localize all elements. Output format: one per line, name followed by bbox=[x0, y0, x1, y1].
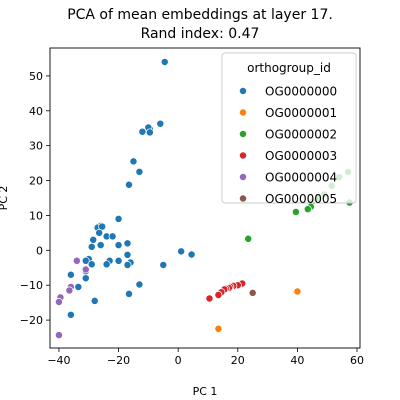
y-axis-label: PC 2 bbox=[0, 186, 10, 211]
point-og0000002-10 bbox=[244, 234, 253, 243]
point-og0000000-5 bbox=[138, 127, 147, 136]
point-og0000000-24 bbox=[114, 256, 123, 265]
legend-label-og0000002: OG0000002 bbox=[265, 128, 337, 142]
point-og0000000-36 bbox=[125, 289, 133, 298]
legend-label-og0000001: OG0000001 bbox=[265, 106, 337, 120]
x-tick-label: −40 bbox=[47, 354, 70, 367]
x-tick-label: 40 bbox=[290, 354, 304, 367]
point-og0000000-8 bbox=[125, 180, 133, 189]
x-tick-label: 0 bbox=[175, 354, 182, 367]
y-tick-label: 40 bbox=[29, 105, 43, 118]
point-og0000000-9 bbox=[114, 214, 123, 223]
legend-label-og0000000: OG0000000 bbox=[265, 85, 337, 99]
point-og0000003-8 bbox=[214, 291, 223, 299]
x-tick-label: 20 bbox=[231, 354, 245, 367]
legend-marker-og0000004 bbox=[239, 173, 247, 181]
point-og0000004-0 bbox=[72, 256, 81, 265]
legend-marker-og0000005 bbox=[239, 194, 247, 203]
point-og0000002-7 bbox=[303, 205, 312, 214]
point-og0000000-7 bbox=[135, 167, 144, 176]
point-og0000000-28 bbox=[81, 256, 90, 265]
point-og0000000-33 bbox=[74, 283, 83, 291]
chart-title: PCA of mean embeddings at layer 17. bbox=[67, 7, 333, 23]
point-og0000000-19 bbox=[123, 239, 132, 248]
y-tick-label: −20 bbox=[20, 314, 43, 327]
legend-marker-og0000001 bbox=[239, 108, 247, 117]
point-og0000000-31 bbox=[81, 274, 90, 283]
point-og0000001-1 bbox=[214, 324, 223, 333]
point-og0000000-20 bbox=[114, 241, 123, 250]
x-tick-label: 60 bbox=[350, 354, 364, 367]
point-og0000000-29 bbox=[87, 260, 96, 269]
y-tick-label: 0 bbox=[36, 244, 43, 257]
point-og0000000-37 bbox=[135, 280, 144, 289]
y-axis-ticks: −20 −10 0 10 20 30 40 50 bbox=[20, 70, 50, 327]
chart-subtitle: Rand index: 0.47 bbox=[141, 26, 260, 42]
x-axis-label: PC 1 bbox=[193, 385, 218, 398]
point-og0000002-8 bbox=[291, 207, 300, 216]
y-tick-label: 20 bbox=[29, 175, 43, 188]
point-og0000000-12 bbox=[98, 222, 107, 231]
point-og0000000-38 bbox=[159, 261, 168, 269]
point-og0000000-34 bbox=[90, 296, 99, 305]
legend-label-og0000005: OG0000005 bbox=[265, 192, 337, 206]
point-og0000001-0 bbox=[293, 287, 302, 296]
point-og0000000-32 bbox=[66, 270, 75, 279]
y-tick-label: 50 bbox=[29, 70, 43, 83]
point-og0000000-6 bbox=[129, 157, 138, 166]
legend-marker-og0000000 bbox=[239, 87, 247, 95]
point-og0000000-4 bbox=[145, 128, 154, 137]
point-og0000000-0 bbox=[160, 58, 169, 66]
legend-items: OG0000000 OG0000001 OG0000002 OG0000003 OG00… bbox=[239, 85, 337, 206]
point-og0000000-16 bbox=[108, 232, 117, 241]
point-og0000000-40 bbox=[187, 250, 196, 259]
legend-marker-og0000003 bbox=[239, 151, 247, 160]
point-og0000004-5 bbox=[54, 298, 63, 306]
x-tick-label: −20 bbox=[107, 354, 130, 367]
y-tick-label: 30 bbox=[29, 140, 43, 153]
point-og0000000-39 bbox=[177, 247, 186, 256]
point-og0000000-17 bbox=[96, 241, 105, 250]
point-og0000000-35 bbox=[66, 310, 75, 319]
point-og0000000-21 bbox=[123, 250, 132, 259]
point-og0000005-0 bbox=[248, 288, 257, 297]
legend-marker-og0000002 bbox=[239, 130, 247, 138]
y-tick-label: 10 bbox=[29, 209, 43, 222]
point-og0000004-3 bbox=[65, 286, 74, 295]
point-og0000000-26 bbox=[102, 260, 111, 269]
point-og0000000-13 bbox=[95, 228, 104, 237]
legend-title: orthogroup_id bbox=[247, 61, 331, 75]
y-tick-label: −10 bbox=[20, 279, 43, 292]
legend: orthogroup_id OG0000000OG0000001OG000000… bbox=[221, 52, 357, 206]
point-og0000000-18 bbox=[87, 242, 96, 251]
point-og0000000-23 bbox=[123, 261, 132, 269]
x-axis-ticks: −40 −20 0 20 40 60 bbox=[47, 348, 364, 367]
legend-box bbox=[221, 52, 357, 204]
point-og0000000-15 bbox=[89, 235, 98, 244]
point-og0000000-1 bbox=[156, 119, 165, 128]
point-og0000003-9 bbox=[205, 294, 214, 303]
legend-label-og0000003: OG0000003 bbox=[265, 149, 337, 163]
plot-frame bbox=[49, 47, 361, 349]
point-og0000004-1 bbox=[81, 265, 90, 274]
legend-label-og0000004: OG0000004 bbox=[265, 171, 337, 185]
point-og0000004-6 bbox=[54, 331, 63, 340]
